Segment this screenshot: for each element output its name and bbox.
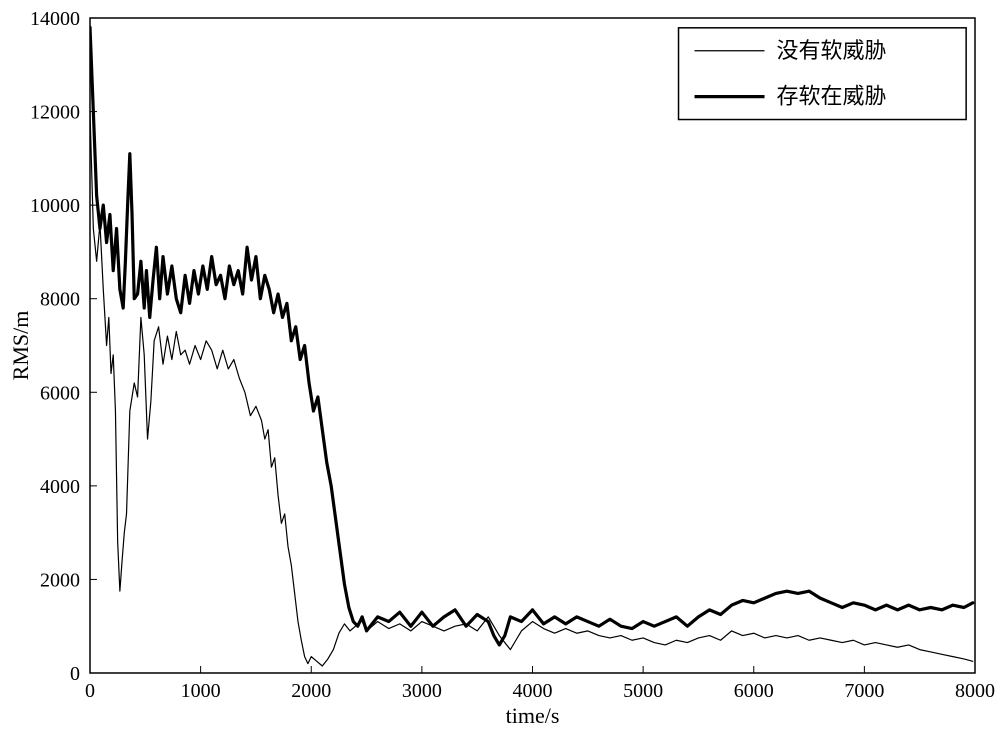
y-tick-label: 2000 [40, 569, 80, 591]
y-tick-label: 0 [70, 663, 80, 685]
x-axis-label: time/s [506, 703, 560, 728]
y-tick-label: 14000 [30, 8, 80, 30]
y-tick-label: 10000 [30, 195, 80, 217]
line-chart: 0 1000 2000 3000 4000 5000 6000 7000 8000 0 2000 40… [0, 0, 1000, 742]
series-0 [90, 112, 973, 666]
x-tick-label: 2000 [291, 680, 331, 702]
plot-border [90, 18, 975, 673]
x-tick-label: 8000 [955, 680, 995, 702]
y-tick-label: 4000 [40, 476, 80, 498]
y-tick-label: 12000 [30, 102, 80, 124]
x-tick-label: 7000 [844, 680, 884, 702]
x-tick-label: 1000 [181, 680, 221, 702]
x-tick-label: 0 [85, 680, 95, 702]
x-tick-label: 6000 [734, 680, 774, 702]
legend-label: 没有软威胁 [777, 38, 887, 63]
y-axis-label: RMS/m [8, 311, 33, 381]
x-tick-label: 5000 [623, 680, 663, 702]
chart-container: 0 1000 2000 3000 4000 5000 6000 7000 8000 0 2000 40… [0, 0, 1000, 742]
x-tick-label: 3000 [402, 680, 442, 702]
x-tick-label: 4000 [513, 680, 553, 702]
y-tick-label: 8000 [40, 289, 80, 311]
y-tick-label: 6000 [40, 382, 80, 404]
legend-label: 存软在威胁 [777, 84, 887, 109]
